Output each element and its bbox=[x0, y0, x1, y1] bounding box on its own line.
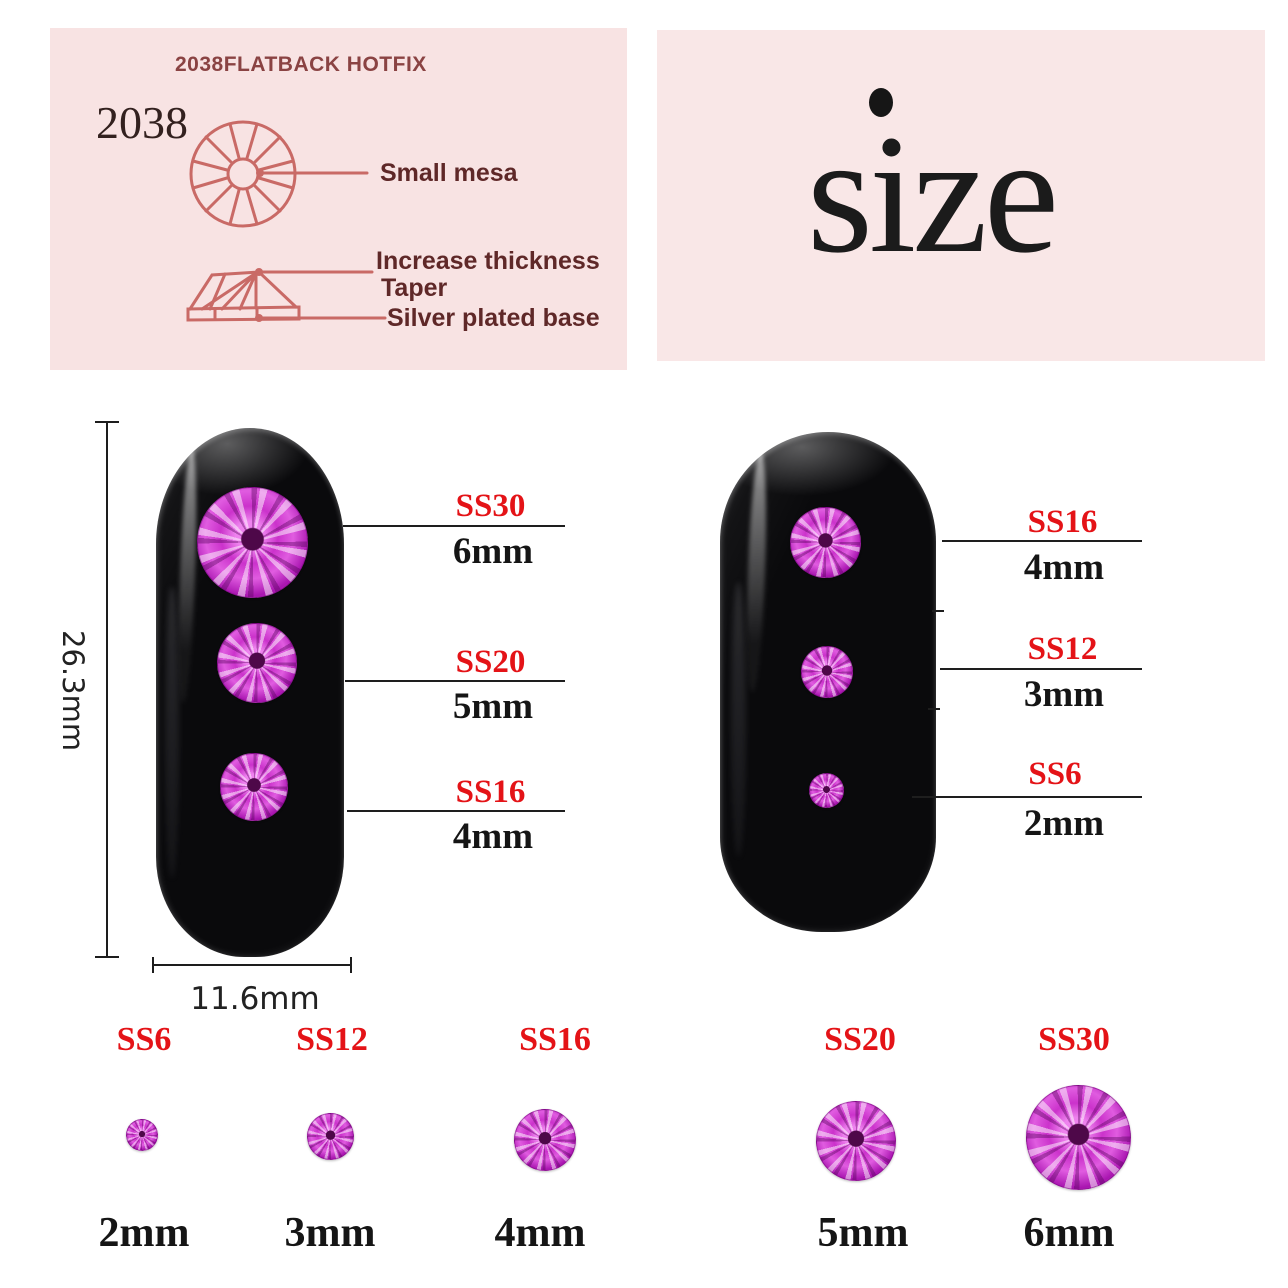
width-measure-cap-right bbox=[350, 957, 352, 973]
mm-size-label: 2mm bbox=[1023, 803, 1105, 844]
ss-size-label: SS20 bbox=[455, 644, 526, 680]
gem-ss20-on-nail bbox=[217, 623, 297, 703]
label-small-mesa: Small mesa bbox=[380, 159, 518, 187]
gem-sample-ss30 bbox=[1026, 1085, 1131, 1190]
ss-size-label: SS30 bbox=[455, 488, 526, 524]
mm-size-label: 6mm bbox=[1023, 1210, 1115, 1256]
mm-size-label: 4mm bbox=[494, 1210, 586, 1256]
ss-size-label: SS30 bbox=[1038, 1021, 1110, 1058]
callout-line bbox=[942, 540, 1142, 542]
rhinestone-structure-diagram bbox=[186, 120, 387, 322]
mm-size-label: 4mm bbox=[1023, 547, 1105, 588]
label-silver-plated-base: Silver plated base bbox=[387, 304, 600, 332]
panel-title: 2038FLATBACK HOTFIX bbox=[175, 53, 427, 76]
callout-line bbox=[347, 810, 565, 812]
mm-size-label: 5mm bbox=[817, 1210, 909, 1256]
mm-size-label: 5mm bbox=[452, 686, 534, 727]
nail-height-label: 26.3mm bbox=[56, 630, 90, 752]
gem-sample-ss6 bbox=[126, 1119, 158, 1151]
height-measure-cap-bottom bbox=[95, 956, 119, 958]
edge-tick-mark bbox=[928, 708, 940, 710]
callout-line bbox=[345, 680, 565, 682]
size-heading-dot bbox=[869, 88, 893, 117]
gem-ss6-on-nail bbox=[809, 773, 844, 808]
callout-line bbox=[912, 796, 1142, 798]
size-heading-panel: size bbox=[657, 30, 1265, 361]
gem-ss16-on-nail bbox=[220, 753, 288, 821]
model-number: 2038 bbox=[96, 97, 188, 148]
size-heading: size bbox=[806, 100, 1059, 288]
ss-size-label: SS16 bbox=[1027, 504, 1098, 540]
ss-size-label: SS12 bbox=[1027, 631, 1098, 667]
gem-sample-ss12 bbox=[307, 1113, 354, 1160]
width-measure-line bbox=[152, 964, 352, 966]
width-measure-cap-left bbox=[152, 957, 154, 973]
height-measure-line bbox=[106, 422, 108, 958]
mm-size-label: 4mm bbox=[452, 816, 534, 857]
ss-size-label: SS6 bbox=[1028, 756, 1082, 792]
ss-size-label: SS12 bbox=[296, 1021, 368, 1058]
gem-sample-ss16 bbox=[514, 1109, 576, 1171]
gem-ss30-on-nail bbox=[197, 487, 308, 598]
callout-line bbox=[343, 525, 565, 527]
label-increase-thickness: Increase thickness bbox=[376, 247, 600, 275]
gem-sample-ss20 bbox=[816, 1101, 896, 1181]
ss-size-label: SS16 bbox=[455, 774, 526, 810]
ss-size-label: SS6 bbox=[116, 1021, 172, 1058]
ss-size-label: SS20 bbox=[824, 1021, 896, 1058]
callout-line bbox=[940, 668, 1142, 670]
ss-size-label: SS16 bbox=[519, 1021, 591, 1058]
gem-ss16-on-nail bbox=[790, 507, 861, 578]
edge-tick-mark bbox=[932, 610, 944, 612]
flatback-diagram-panel: 2038FLATBACK HOTFIX 2038 bbox=[50, 28, 627, 370]
mm-size-label: 2mm bbox=[98, 1210, 190, 1256]
mm-size-label: 3mm bbox=[1023, 674, 1105, 715]
gem-ss12-on-nail bbox=[801, 646, 853, 698]
mm-size-label: 3mm bbox=[284, 1210, 376, 1256]
mm-size-label: 6mm bbox=[452, 531, 534, 572]
height-measure-cap-top bbox=[95, 421, 119, 423]
label-taper: Taper bbox=[381, 274, 448, 302]
nail-width-label: 11.6mm bbox=[190, 981, 320, 1017]
